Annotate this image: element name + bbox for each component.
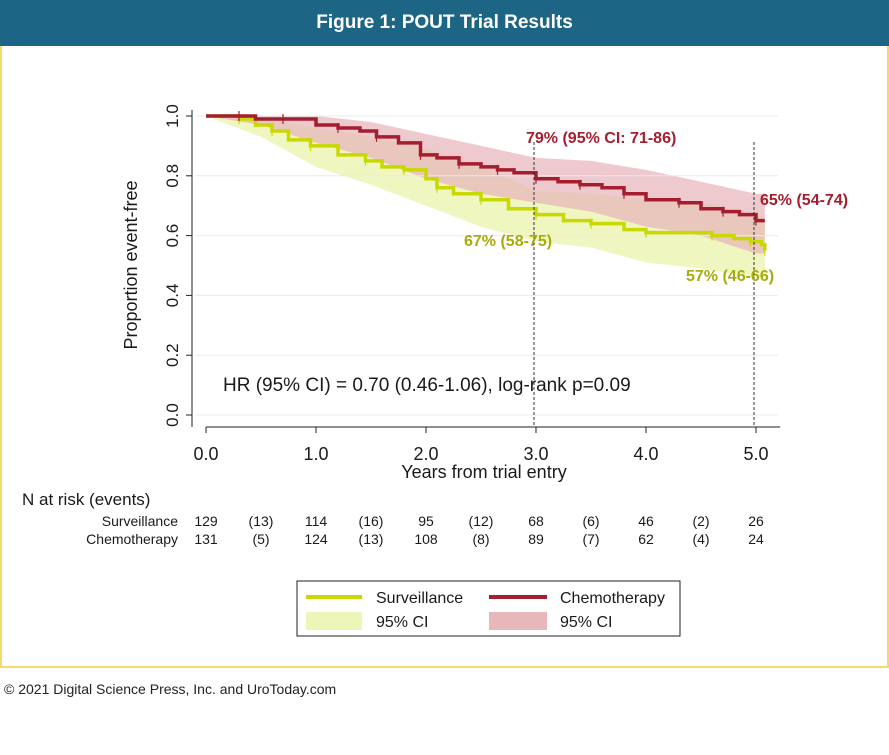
risk-table-cell: 26 (748, 513, 764, 529)
y-tick-label: 0.0 (163, 403, 182, 427)
copyright-notice: © 2021 Digital Science Press, Inc. and U… (4, 681, 337, 697)
chemotherapy-ci-band (206, 116, 765, 254)
y-tick-label: 1.0 (163, 104, 182, 128)
x-tick-label: 4.0 (633, 444, 658, 464)
risk-table-cell: (16) (359, 513, 384, 529)
legend-surveillance-ci-label: 95% CI (376, 614, 428, 631)
risk-table-cell: 131 (194, 531, 218, 547)
risk-table-cell: (6) (582, 513, 599, 529)
x-axis-label: Years from trial entry (401, 462, 566, 482)
risk-table-cell: (4) (692, 531, 709, 547)
risk-row-label-surveillance: Surveillance (102, 513, 178, 529)
chemo-3yr-annotation: 79% (95% CI: 71-86) (526, 130, 676, 147)
risk-table-cell: (5) (252, 531, 269, 547)
legend-chemotherapy-ci-swatch (489, 612, 547, 630)
chemotherapy-curve (206, 114, 765, 223)
km-chart: 0.0 0.2 0.4 0.6 0.8 1.0 Proportion event-free… (22, 104, 848, 637)
risk-table-cell: (12) (469, 513, 494, 529)
risk-table-cell: 124 (304, 531, 328, 547)
risk-table-cell: 24 (748, 531, 764, 547)
risk-table-cell: 108 (414, 531, 438, 547)
y-axis-label: Proportion event-free (121, 180, 141, 349)
legend-chemotherapy-label: Chemotherapy (560, 590, 665, 607)
figure-title: Figure 1: POUT Trial Results (0, 0, 889, 46)
risk-table-cell: 62 (638, 531, 654, 547)
risk-table-cell: (2) (692, 513, 709, 529)
surv-3yr-annotation: 67% (58-75) (464, 233, 552, 250)
risk-table-cell: 46 (638, 513, 654, 529)
x-tick-label: 0.0 (193, 444, 218, 464)
x-tick-label: 2.0 (413, 444, 438, 464)
y-tick-label: 0.2 (163, 343, 182, 367)
chemo-5yr-annotation: 65% (54-74) (760, 192, 848, 209)
risk-table-cell: (8) (472, 531, 489, 547)
y-tick-label: 0.6 (163, 224, 182, 248)
risk-table-cell: 89 (528, 531, 544, 547)
risk-table-cell: (7) (582, 531, 599, 547)
y-tick-label: 0.4 (163, 284, 182, 308)
risk-table-cell: 95 (418, 513, 434, 529)
legend: Surveillance Chemotherapy 95% CI 95% CI (296, 580, 681, 637)
risk-table-cell: 68 (528, 513, 544, 529)
risk-row-label-chemotherapy: Chemotherapy (86, 531, 178, 547)
risk-table-cell: 129 (194, 513, 218, 529)
risk-table-cell: (13) (359, 531, 384, 547)
risk-table-cell: (13) (249, 513, 274, 529)
legend-surveillance-label: Surveillance (376, 590, 463, 607)
x-tick-label: 5.0 (743, 444, 768, 464)
hr-annotation: HR (95% CI) = 0.70 (0.46-1.06), log-rank… (223, 375, 631, 396)
risk-table-cell: 114 (305, 513, 328, 529)
surv-5yr-annotation: 57% (46-66) (686, 268, 774, 285)
x-tick-label: 3.0 (523, 444, 548, 464)
x-tick-label: 1.0 (303, 444, 328, 464)
y-tick-label: 0.8 (163, 164, 182, 188)
legend-surveillance-ci-swatch (306, 612, 362, 630)
risk-table-title: N at risk (events) (22, 490, 150, 509)
legend-chemotherapy-ci-label: 95% CI (560, 614, 612, 631)
